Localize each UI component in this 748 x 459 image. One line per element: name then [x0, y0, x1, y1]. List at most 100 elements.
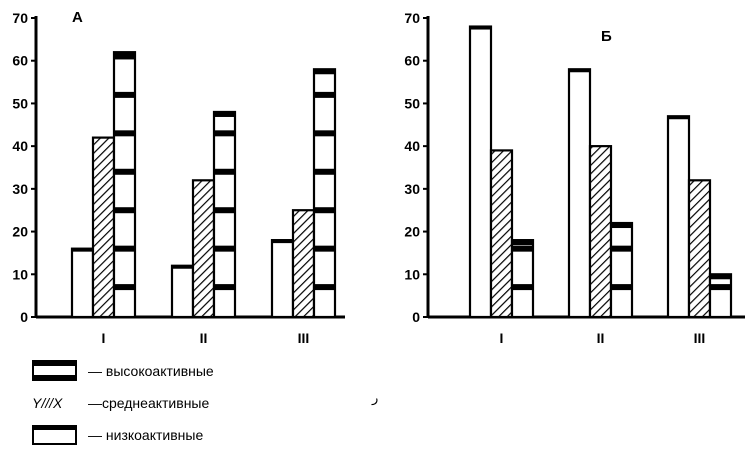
bar-cap	[611, 223, 632, 229]
bar-low-b	[666, 115, 691, 319]
bar-band	[214, 245, 235, 252]
bar-mid-a	[291, 209, 316, 319]
bar-body	[312, 68, 337, 319]
bar-cap	[172, 265, 193, 269]
bar-mid-b	[687, 179, 712, 319]
legend-item-low: — низкоактивные	[30, 424, 330, 446]
bar-band	[214, 130, 235, 137]
y-tick-label-a: 70	[12, 10, 28, 26]
bar-high-a	[112, 51, 137, 319]
bar-body	[666, 115, 691, 319]
y-tick-label-a: 0	[20, 309, 28, 325]
bar-cap	[512, 240, 533, 246]
bar-low-b	[468, 25, 493, 319]
bar-high-b	[510, 239, 535, 319]
bar-band	[114, 207, 135, 214]
bar-low-a	[170, 264, 195, 319]
bar-cap	[272, 240, 293, 244]
bar-mid-b	[588, 145, 613, 319]
bar-cap	[668, 116, 689, 120]
category-label-a: III	[298, 330, 310, 346]
bar-cap	[114, 52, 135, 58]
bar-body	[687, 179, 712, 319]
y-tick-label-a: 40	[12, 138, 28, 154]
bar-band	[314, 91, 335, 98]
category-label-b: III	[694, 330, 706, 346]
y-tick-label-a: 50	[12, 95, 28, 111]
bar-body	[70, 247, 95, 319]
bar-band	[214, 284, 235, 291]
bar-cap	[569, 69, 590, 73]
bar-mid-a	[191, 179, 216, 319]
bar-high-a	[312, 68, 337, 319]
y-tick-label-a: 30	[12, 181, 28, 197]
legend-label-low: — низкоактивные	[88, 427, 204, 443]
bar-body	[567, 68, 592, 319]
y-tick-label-b: 0	[412, 309, 420, 325]
panel-label-a: А	[72, 9, 83, 26]
bar-high-b	[708, 273, 733, 319]
bar-band	[314, 130, 335, 137]
legend-item-mid: Y///X —среднеактивные	[30, 392, 330, 414]
panel-label-b: Б	[601, 28, 612, 45]
bar-cap	[710, 274, 731, 280]
y-tick-label-b: 50	[404, 95, 420, 111]
bar-body	[609, 221, 634, 319]
bar-band	[611, 245, 632, 252]
y-tick-label-a: 10	[12, 266, 28, 282]
bar-body	[270, 239, 295, 319]
bar-low-a	[270, 239, 295, 319]
bar-band	[114, 130, 135, 137]
y-tick-label-a: 20	[12, 224, 28, 240]
y-tick-label-b: 10	[404, 266, 420, 282]
bar-band	[214, 168, 235, 175]
bar-band	[214, 207, 235, 214]
bar-high-b	[609, 221, 634, 319]
legend-label-mid: —среднеактивные	[88, 395, 210, 411]
legend: — высокоактивные Y///X —среднеактивные —…	[30, 360, 330, 450]
bar-band	[314, 207, 335, 214]
bar-band	[114, 91, 135, 98]
bar-band	[314, 168, 335, 175]
category-label-a: I	[102, 330, 106, 346]
y-tick-label-b: 20	[404, 224, 420, 240]
bar-body	[170, 264, 195, 319]
bar-band	[611, 284, 632, 291]
bar-body	[91, 136, 116, 319]
bar-body	[588, 145, 613, 319]
bar-cap	[72, 248, 93, 252]
legend-swatch-mid-text: Y///X	[32, 395, 63, 411]
bar-band	[114, 284, 135, 291]
bar-body	[468, 25, 493, 319]
bar-body	[291, 209, 316, 319]
y-tick-label-b: 60	[404, 53, 420, 69]
bar-band	[512, 284, 533, 291]
legend-swatch-mid: Y///X	[32, 395, 63, 411]
y-tick-label-b: 40	[404, 138, 420, 154]
y-tick-label-b: 70	[404, 10, 420, 26]
bar-body	[191, 179, 216, 319]
bar-high-a	[212, 110, 237, 319]
legend-label-high: — высокоактивные	[88, 363, 214, 379]
bar-band	[314, 284, 335, 291]
legend-item-high: — высокоактивные	[30, 360, 330, 382]
bar-low-a	[70, 247, 95, 319]
bar-body	[489, 149, 514, 319]
category-label-b: II	[597, 330, 605, 346]
bar-band	[114, 168, 135, 175]
y-tick-label-b: 30	[404, 181, 420, 197]
category-label-a: II	[200, 330, 208, 346]
bar-mid-a	[91, 136, 116, 319]
stray-mark: ر	[371, 390, 378, 406]
bar-band	[114, 245, 135, 252]
bar-body	[708, 273, 733, 319]
bar-cap	[214, 111, 235, 117]
bar-band	[512, 245, 533, 252]
legend-swatch-low	[32, 425, 77, 445]
bar-low-b	[567, 68, 592, 319]
category-label-b: I	[500, 330, 504, 346]
bar-band	[314, 245, 335, 252]
